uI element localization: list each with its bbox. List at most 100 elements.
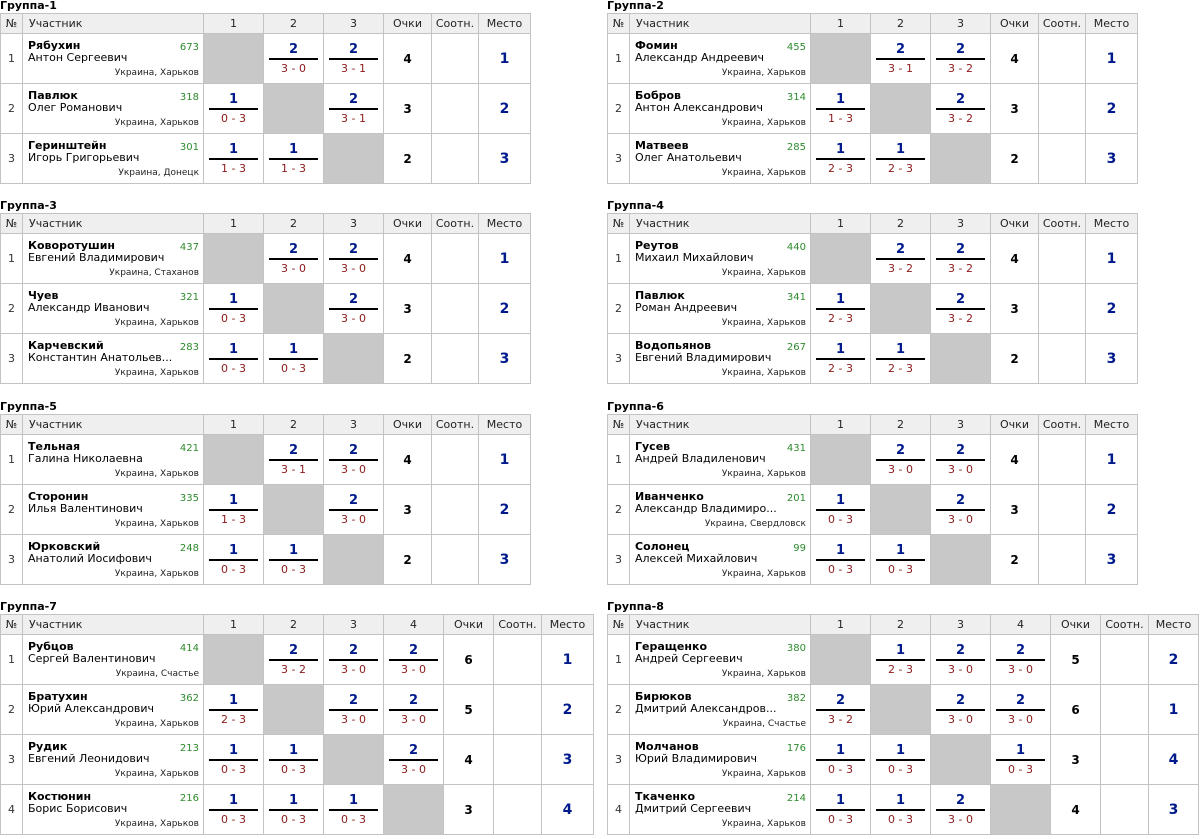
player-surname[interactable]: Братухин [28, 690, 88, 703]
player-cell[interactable]: Тельная Галина Николаевна 421 Украина, Х… [22, 434, 204, 485]
player-cell[interactable]: Юрковский Анатолий Иосифович 248 Украина… [22, 534, 204, 585]
player-row: 2 Сторонин Илья Валентинович 335 Украина… [0, 484, 531, 535]
player-cell[interactable]: Реутов Михаил Михайлович 440 Украина, Ха… [629, 233, 811, 284]
player-cell[interactable]: Ткаченко Дмитрий Сергеевич 214 Украина, … [629, 784, 811, 835]
player-surname[interactable]: Рябухин [28, 39, 81, 52]
group-table: № Участник 1 2 3 4 Очки Соотн. Место 1 Г… [607, 614, 1199, 835]
player-cell[interactable]: Костюнин Борис Борисович 216 Украина, Ха… [22, 784, 204, 835]
player-surname[interactable]: Рубцов [28, 640, 74, 653]
self-match-cell [810, 434, 871, 485]
player-location: Украина, Стаханов [109, 268, 199, 278]
player-cell[interactable]: Бирюков Дмитрий Александров... 382 Украи… [629, 684, 811, 735]
match-score: 1 0 - 3 [323, 784, 384, 835]
match-sets: 2 - 3 [888, 662, 913, 676]
player-cell[interactable]: Солонец Алексей Михайлович 99 Украина, Х… [629, 534, 811, 585]
match-score: 2 3 - 0 [870, 434, 931, 485]
player-surname[interactable]: Ткаченко [635, 790, 696, 803]
self-match-cell [383, 784, 444, 835]
player-cell[interactable]: Молчанов Юрий Владимирович 176 Украина, … [629, 734, 811, 785]
player-cell[interactable]: Братухин Юрий Александрович 362 Украина,… [22, 684, 204, 735]
player-surname[interactable]: Чуев [28, 289, 59, 302]
match-sets: 3 - 0 [341, 311, 366, 325]
self-match-cell [930, 734, 991, 785]
player-surname[interactable]: Юрковский [28, 540, 101, 553]
player-rating: 362 [179, 693, 199, 704]
group-table: № Участник 1 2 3 Очки Соотн. Место 1 Реу… [607, 213, 1138, 384]
player-points: 2 [383, 534, 432, 585]
player-cell[interactable]: Геринштейн Игорь Григорьевич 301 Украина… [22, 133, 204, 184]
player-cell[interactable]: Рябухин Антон Сергеевич 673 Украина, Хар… [22, 33, 204, 84]
player-surname[interactable]: Водопьянов [635, 339, 712, 352]
player-cell[interactable]: Гусев Андрей Владиленович 431 Украина, Х… [629, 434, 811, 485]
player-surname[interactable]: Бирюков [635, 690, 692, 703]
player-surname[interactable]: Коворотушин [28, 239, 116, 252]
header-place: Место [478, 213, 531, 234]
header-ratio: Соотн. [1038, 414, 1086, 435]
score-divider [329, 808, 378, 811]
player-surname[interactable]: Рудик [28, 740, 68, 753]
header-col-2: 2 [870, 13, 931, 34]
player-surname[interactable]: Костюнин [28, 790, 92, 803]
player-cell[interactable]: Коворотушин Евгений Владимирович 437 Укр… [22, 233, 204, 284]
player-location: Украина, Харьков [114, 819, 199, 829]
player-surname[interactable]: Солонец [635, 540, 690, 553]
match-score: 2 3 - 0 [930, 484, 991, 535]
player-cell[interactable]: Бобров Антон Александрович 314 Украина, … [629, 83, 811, 134]
player-cell[interactable]: Фомин Александр Андреевич 455 Украина, Х… [629, 33, 811, 84]
player-surname[interactable]: Молчанов [635, 740, 699, 753]
match-points: 2 [895, 241, 906, 257]
player-cell[interactable]: Рудик Евгений Леонидович 213 Украина, Ха… [22, 734, 204, 785]
match-sets: 0 - 3 [281, 562, 306, 576]
player-surname[interactable]: Бобров [635, 89, 682, 102]
player-surname[interactable]: Геращенко [635, 640, 708, 653]
player-cell[interactable]: Павлюк Роман Андреевич 341 Украина, Харь… [629, 283, 811, 334]
player-surname[interactable]: Тельная [28, 440, 81, 453]
match-score: 1 0 - 3 [263, 534, 324, 585]
player-cell[interactable]: Сторонин Илья Валентинович 335 Украина, … [22, 484, 204, 535]
player-surname[interactable]: Геринштейн [28, 139, 107, 152]
match-score: 2 3 - 2 [930, 233, 991, 284]
player-cell[interactable]: Матвеев Олег Анатольевич 285 Украина, Ха… [629, 133, 811, 184]
match-points: 2 [955, 41, 966, 57]
player-location: Украина, Харьков [721, 168, 806, 178]
match-score: 2 3 - 1 [870, 33, 931, 84]
match-sets: 3 - 2 [948, 61, 973, 75]
player-cell[interactable]: Карчевский Константин Анатольев... 283 У… [22, 333, 204, 384]
match-points: 2 [408, 742, 419, 758]
player-surname[interactable]: Иванченко [635, 490, 704, 503]
score-divider [996, 758, 1045, 761]
player-surname[interactable]: Гусев [635, 440, 671, 453]
match-sets: 3 - 2 [888, 261, 913, 275]
player-place: 1 [1085, 434, 1138, 485]
player-surname[interactable]: Павлюк [28, 89, 78, 102]
score-divider [816, 508, 865, 511]
group-8: Группа-8 № Участник 1 2 3 4 Очки Соотн. … [607, 601, 1199, 835]
player-surname[interactable]: Реутов [635, 239, 679, 252]
player-cell[interactable]: Рубцов Сергей Валентинович 414 Украина, … [22, 634, 204, 685]
player-points: 6 [443, 634, 494, 685]
player-cell[interactable]: Иванченко Александр Владимиро... 201 Укр… [629, 484, 811, 535]
group-title: Группа-4 [607, 199, 664, 212]
player-location: Украина, Свердловск [704, 519, 806, 529]
player-rating: 414 [179, 643, 199, 654]
player-cell[interactable]: Водопьянов Евгений Владимирович 267 Укра… [629, 333, 811, 384]
score-divider [209, 708, 258, 711]
player-surname[interactable]: Павлюк [635, 289, 685, 302]
match-score: 1 0 - 3 [810, 734, 871, 785]
player-surname[interactable]: Сторонин [28, 490, 89, 503]
match-points: 2 [1015, 642, 1026, 658]
player-firstname: Александр Андреевич [635, 51, 765, 64]
score-divider [936, 708, 985, 711]
player-surname[interactable]: Карчевский [28, 339, 104, 352]
match-score: 2 3 - 0 [383, 684, 444, 735]
player-location: Украина, Счастье [115, 669, 199, 679]
player-surname[interactable]: Матвеев [635, 139, 689, 152]
header-points: Очки [990, 13, 1039, 34]
player-row: 3 Матвеев Олег Анатольевич 285 Украина, … [607, 133, 1138, 184]
player-cell[interactable]: Чуев Александр Иванович 321 Украина, Хар… [22, 283, 204, 334]
player-surname[interactable]: Фомин [635, 39, 678, 52]
player-points: 5 [1050, 634, 1101, 685]
player-row: 1 Тельная Галина Николаевна 421 Украина,… [0, 434, 531, 485]
player-cell[interactable]: Геращенко Андрей Сергеевич 380 Украина, … [629, 634, 811, 685]
player-cell[interactable]: Павлюк Олег Романович 318 Украина, Харьк… [22, 83, 204, 134]
